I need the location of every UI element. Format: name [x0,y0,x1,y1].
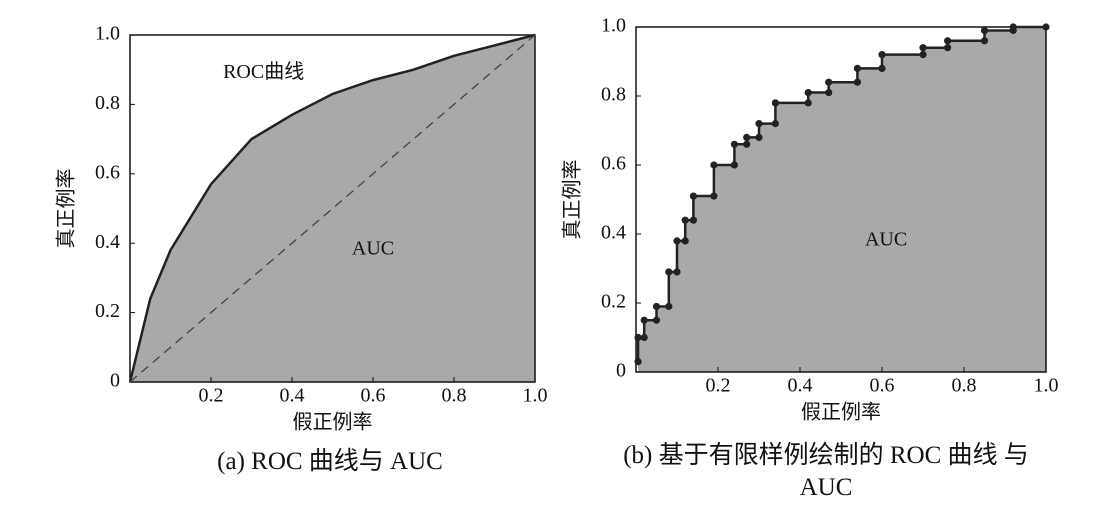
plot-frame [635,26,1047,373]
roc-point [919,51,927,59]
y-tick-label: 0.8 [95,92,120,114]
roc-point [673,237,681,245]
roc-point [825,88,833,97]
roc-point [640,333,648,342]
roc-point [681,237,689,245]
roc-point [634,358,642,366]
y-tick-label: 0 [110,370,120,392]
roc-point [755,120,763,128]
x-tick-label: 1.0 [523,385,548,407]
x-tick-label: 1.0 [1034,375,1059,397]
auc-area [638,27,1046,372]
auc-area [130,35,535,382]
y-tick-label: 0 [616,360,626,382]
roc-point [980,37,989,45]
roc-point [804,88,812,97]
x-tick-label: 0.4 [788,375,813,397]
y-axis-label: 真正例率 [55,169,78,249]
roc-point [634,333,642,342]
y-tick-label: 0.2 [601,291,626,313]
annotation: AUC [352,238,394,260]
y-tick-label: 0.2 [95,300,120,322]
roc-point [710,161,718,169]
roc-point [665,268,673,276]
y-tick-label: 1.0 [95,23,120,45]
x-axis-label: 假正例率 [293,411,373,434]
x-tick-label: 0.6 [361,385,386,407]
roc-curve [128,33,536,383]
roc-point [853,78,862,86]
y-tick-label: 0.4 [95,231,120,253]
roc-point [730,140,739,148]
annotation: ROC曲线 [223,60,304,83]
caption: (b) 基于有限样例绘制的 ROC 曲线 与 AUC [623,442,1029,501]
roc-point [980,26,989,35]
roc-point [944,44,952,52]
x-axis-label: 假正例率 [801,401,881,424]
y-tick-label: 0.6 [601,153,626,175]
x-tick-label: 0.2 [199,385,224,407]
roc-point [710,192,718,200]
plot-frame [129,34,536,383]
roc-point [689,192,698,200]
roc-point [1009,23,1017,31]
roc-point [652,316,661,324]
y-tick-label: 0.6 [95,161,120,183]
roc-point [743,140,751,148]
roc-point [1042,23,1050,31]
roc-point [919,44,927,52]
roc-point [665,302,673,311]
y-tick-label: 0.4 [601,222,626,244]
x-tick-label: 0.6 [870,375,895,397]
x-tick-label: 0.8 [442,385,467,407]
roc-point [944,37,952,45]
roc-point [878,64,886,72]
roc-point [652,302,661,311]
roc-point [771,120,780,128]
roc-point [853,64,862,72]
roc-point [755,133,763,141]
caption: (a) ROC 曲线与 AUC [217,448,443,475]
roc-point [825,78,833,86]
roc-point [804,99,812,107]
roc-point [640,316,648,324]
annotation: AUC [865,228,907,250]
x-tick-label: 0.4 [280,385,305,407]
x-tick-label: 0.8 [952,375,977,397]
roc-point [730,161,739,169]
roc-point [673,268,681,276]
roc-point [878,51,886,59]
y-axis-label: 真正例率 [561,160,584,240]
roc-point [771,99,780,107]
roc-point [689,216,698,224]
roc-point [743,133,751,141]
roc-point [681,216,689,224]
y-tick-label: 0.8 [601,84,626,106]
y-tick-label: 1.0 [601,15,626,37]
x-tick-label: 0.2 [706,375,731,397]
